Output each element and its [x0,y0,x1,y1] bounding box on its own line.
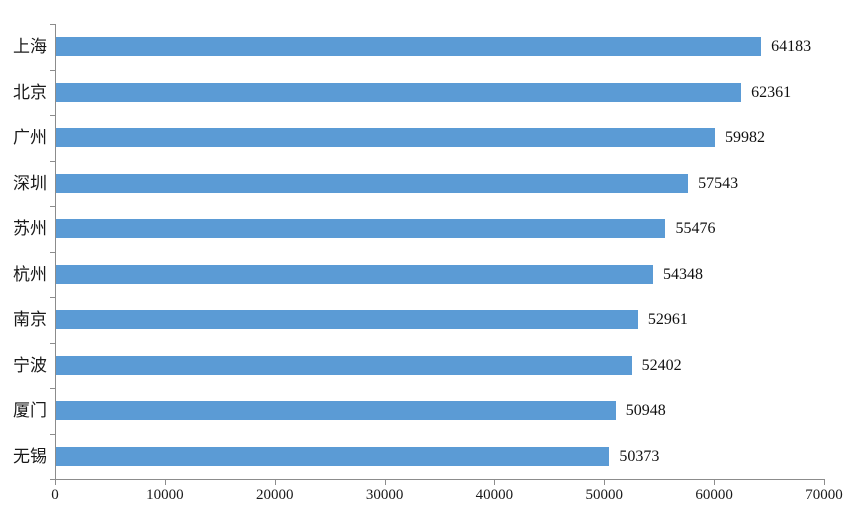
category-label: 宁波 [13,355,47,375]
value-label: 55476 [675,220,716,237]
x-axis-tick [55,480,56,485]
x-axis-tick-label: 40000 [475,487,514,503]
category-label: 厦门 [13,401,47,420]
x-axis-tick-label: 10000 [146,487,184,503]
y-axis-line [55,24,56,479]
value-label: 50948 [625,402,666,419]
value-label: 57543 [698,174,739,192]
y-axis-tick [50,160,55,162]
category-label: 南京 [13,310,47,329]
value-label: 52402 [641,356,682,374]
category-label: 上海 [13,37,47,56]
category-label: 广州 [13,128,47,147]
x-axis-tick-label: 30000 [365,487,404,503]
value-label: 64183 [771,38,812,55]
value-label: 50373 [619,447,660,465]
bar [56,310,638,330]
x-axis-tick [604,480,606,485]
x-axis-tick [164,480,166,485]
category-label: 北京 [13,82,47,102]
y-axis-tick [50,433,55,435]
x-axis-tick-label: 20000 [255,487,294,503]
bar [56,355,632,375]
bar [56,446,610,466]
value-label: 54348 [663,265,704,283]
x-axis-tick-label: 0 [51,487,59,503]
x-axis-tick [384,480,386,485]
x-axis-tick-label: 70000 [805,487,843,503]
y-axis-tick [50,24,55,25]
category-label: 无锡 [13,446,47,466]
y-axis-tick [50,297,55,298]
value-label: 62361 [751,83,792,101]
category-label: 苏州 [13,219,47,238]
y-axis-tick [50,342,55,344]
y-axis-tick [50,388,55,389]
y-axis-tick [50,251,55,253]
category-label: 杭州 [13,264,47,284]
bar [56,37,762,57]
x-axis-tick-label: 60000 [695,487,733,503]
x-axis-line [55,479,825,480]
value-label: 59982 [724,129,765,146]
bar [56,173,689,193]
x-axis-tick [824,480,825,485]
bar [56,82,742,102]
y-axis-tick [50,69,55,71]
y-axis-tick [50,479,55,480]
bar [56,128,715,148]
bar [56,264,654,284]
bar [56,401,616,421]
y-axis-tick [50,206,55,207]
x-axis-tick [714,480,716,485]
x-axis-tick [274,480,276,485]
category-label: 深圳 [13,173,47,193]
value-label: 52961 [647,311,688,328]
x-axis-tick [494,480,496,485]
y-axis-tick [50,115,55,116]
bar [56,219,666,239]
x-axis-tick-label: 50000 [585,487,624,503]
